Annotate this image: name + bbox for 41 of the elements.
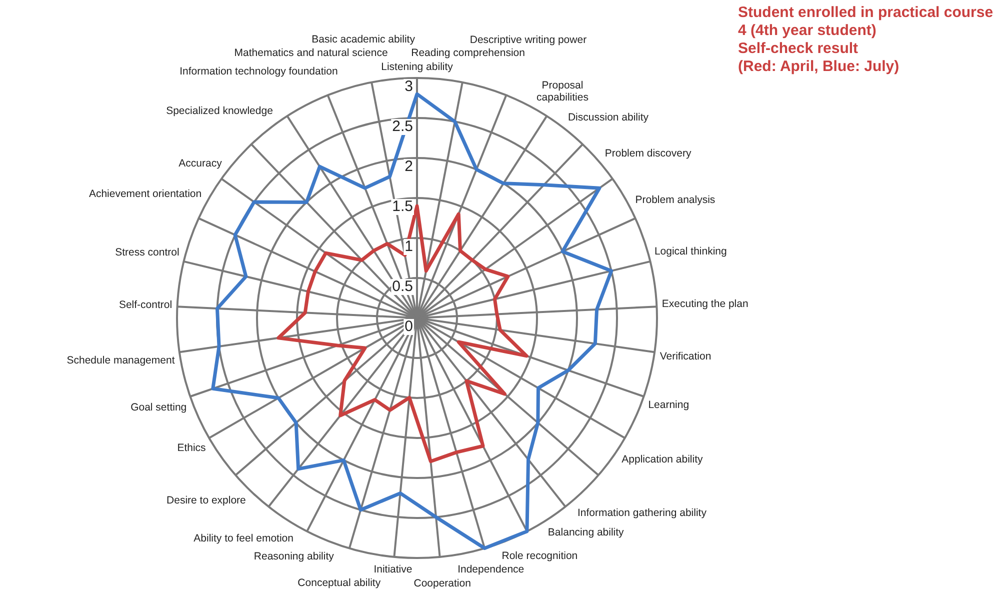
spoke-label: Independence	[458, 563, 524, 576]
spoke-label: Ethics	[177, 442, 206, 454]
spoke-label: Reading comprehension	[411, 47, 526, 60]
spoke-label: Listening ability	[381, 60, 454, 73]
spoke-label: Role recognition	[502, 550, 578, 562]
spoke-label: Discussion ability	[568, 111, 650, 124]
spoke-label: Schedule management	[66, 354, 175, 366]
spoke-label: Logical thinking	[654, 246, 727, 258]
spoke-label: Initiative	[374, 564, 412, 576]
spoke-label: Descriptive writing power	[470, 34, 588, 46]
spoke-label: Desire to explore	[166, 494, 246, 507]
spoke-label: Learning	[648, 398, 690, 411]
spoke-label: Verification	[660, 350, 712, 362]
spoke-label: Problem discovery	[604, 147, 692, 160]
y-tick-label: 2	[404, 158, 413, 176]
y-tick-label: 2.5	[392, 118, 413, 136]
spoke-label: Ability to feel emotion	[194, 532, 294, 544]
spoke-label: Executing the plan	[662, 298, 748, 310]
spoke-label: Proposal capabilities	[536, 79, 588, 104]
spoke-label: Basic academic ability	[312, 33, 416, 46]
spoke-label: Self-control	[118, 298, 172, 311]
spoke-label: Achievement orientation	[88, 188, 202, 200]
spoke-label: Specialized knowledge	[166, 104, 274, 117]
spoke-label: Conceptual ability	[298, 577, 382, 590]
y-tick-label: 3	[404, 78, 413, 96]
spoke-label: Accuracy	[178, 158, 223, 170]
spoke-label: Information technology foundation	[180, 66, 338, 78]
y-tick-label: 0.5	[392, 278, 413, 296]
spoke-label: Stress control	[115, 246, 180, 258]
text: Student enrolled in practical course 4 (4th year student) Self-check result (Red: April, Blue: July)	[738, 4, 994, 76]
y-tick-label: 1	[404, 238, 413, 256]
spoke-label: Balancing ability	[548, 526, 625, 539]
spoke-label: Goal setting	[130, 401, 187, 414]
spoke-label: Cooperation	[414, 577, 472, 590]
spoke-label: Problem analysis	[635, 194, 716, 206]
y-tick-label: 1.5	[392, 198, 413, 216]
spoke-label: Mathematics and natural science	[234, 47, 388, 60]
y-tick-label: 0	[404, 318, 413, 336]
spoke-label: Reasoning ability	[254, 550, 335, 563]
spoke-label: Information gathering ability	[577, 506, 708, 519]
spoke-label: Application ability	[622, 453, 704, 466]
